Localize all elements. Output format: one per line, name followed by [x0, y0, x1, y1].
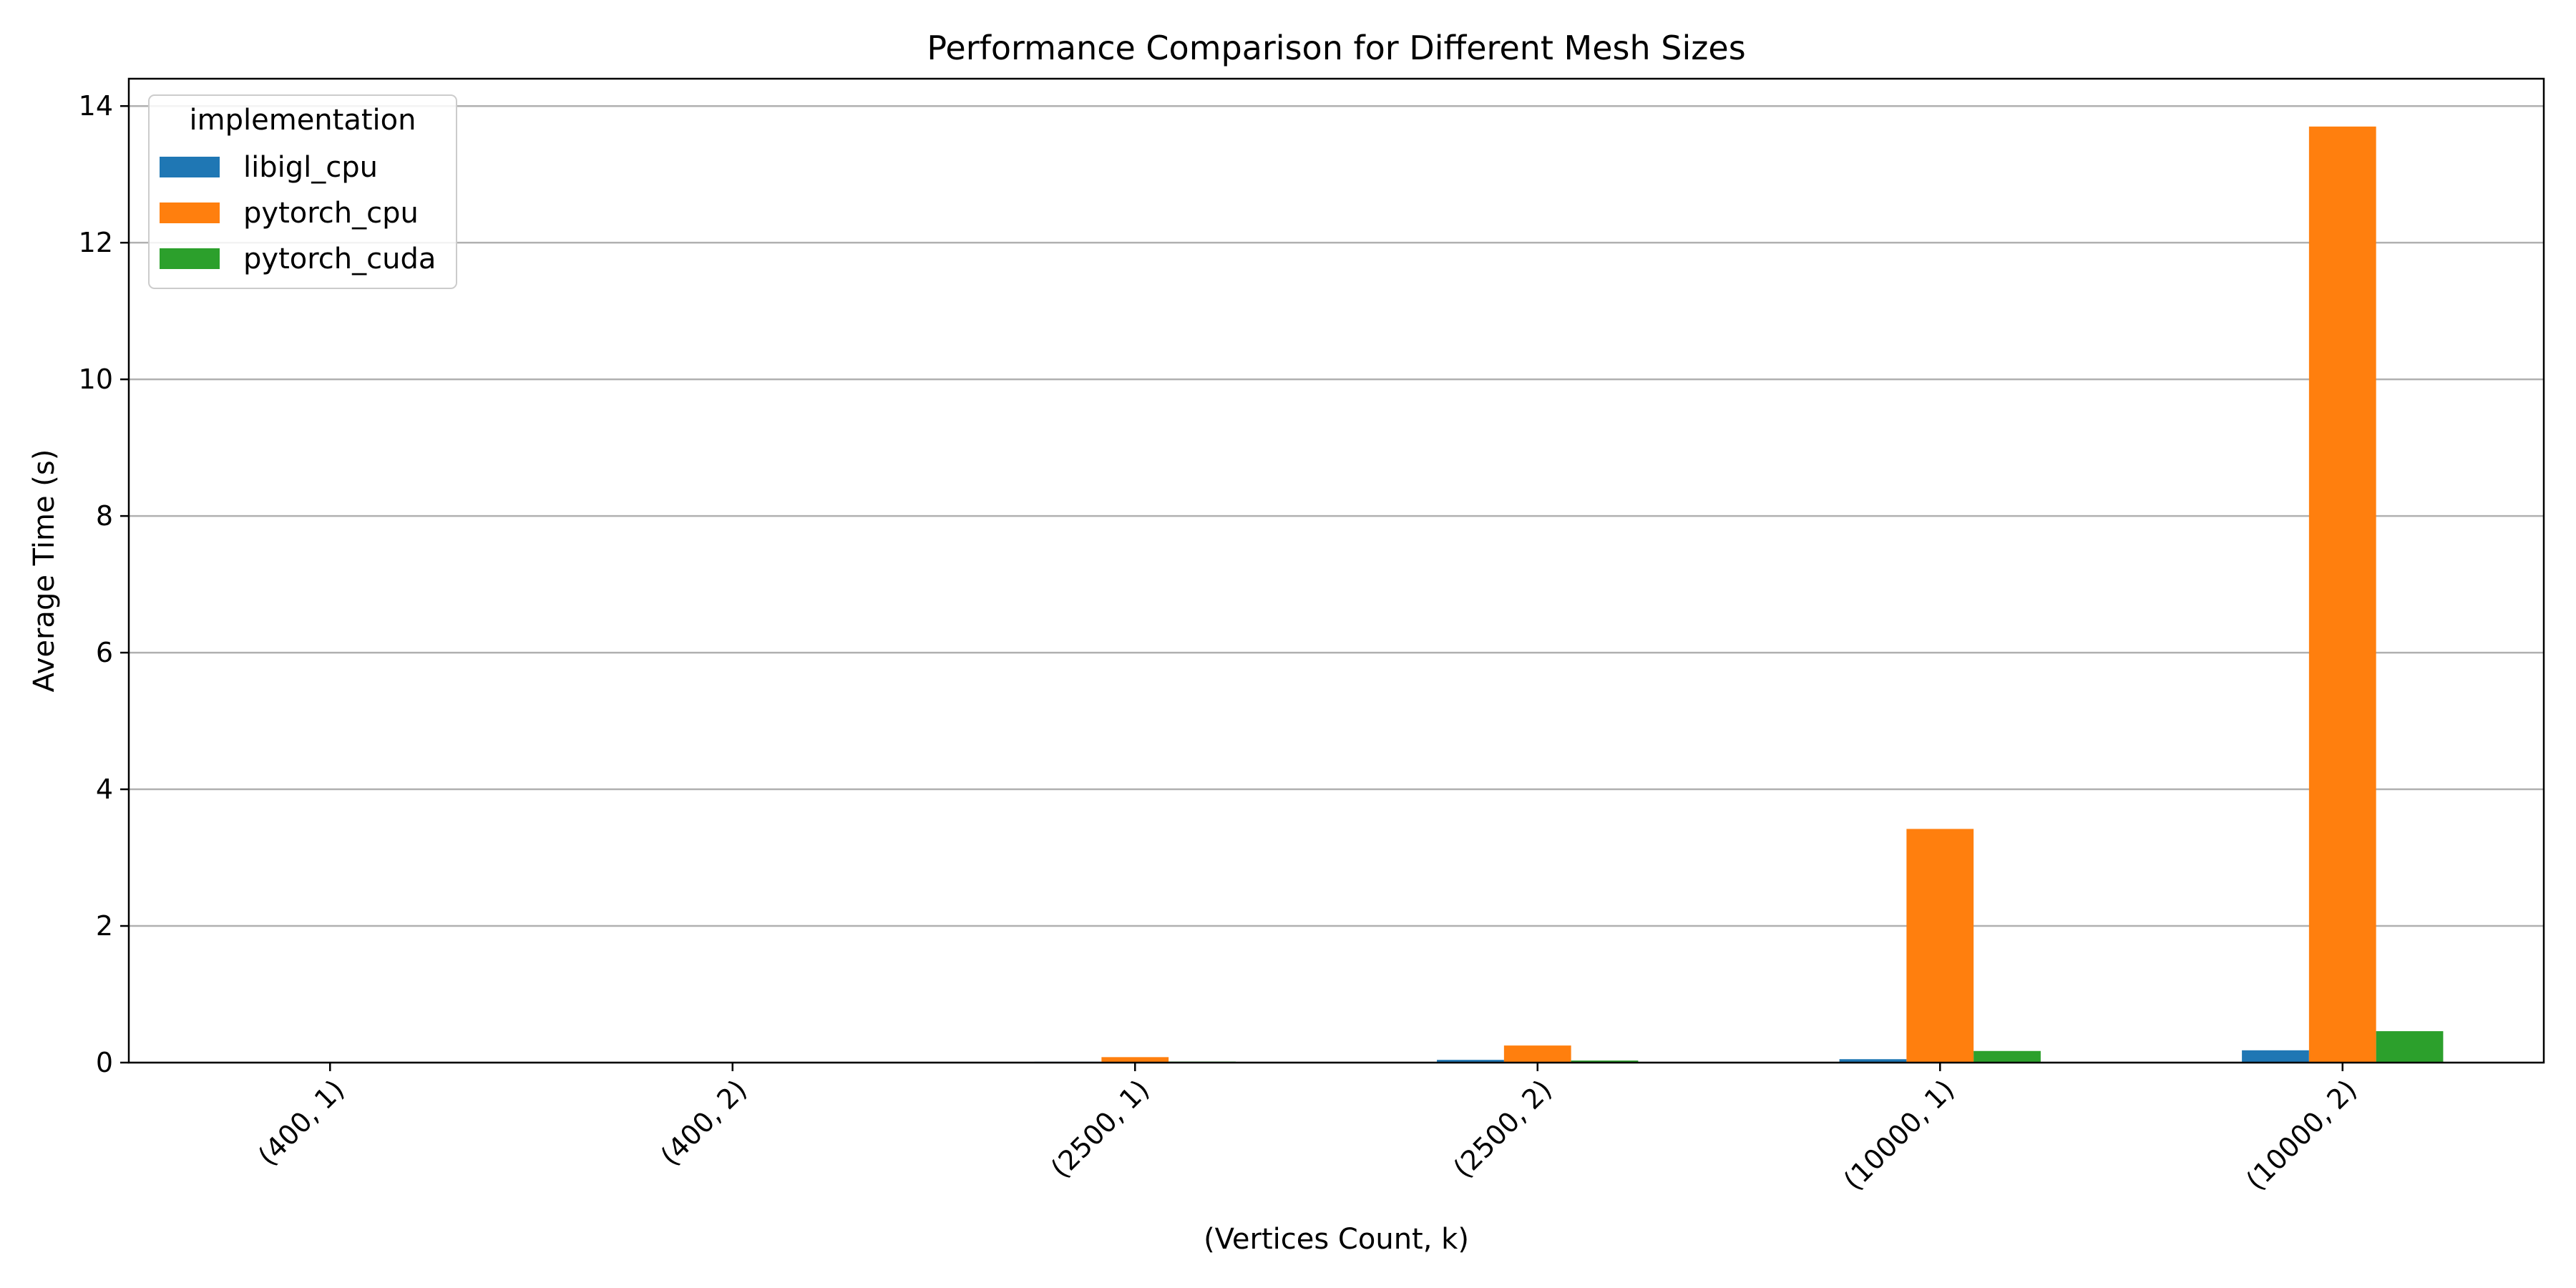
bar-pytorch_cpu	[1101, 1057, 1169, 1063]
legend-title: implementation	[190, 104, 416, 137]
y-tick-label: 8	[96, 500, 113, 532]
legend-label: libigl_cpu	[243, 151, 378, 184]
legend-swatch	[160, 203, 220, 223]
legend-swatch	[160, 157, 220, 177]
bar-libigl_cpu	[1839, 1059, 1907, 1063]
bar-libigl_cpu	[2242, 1050, 2309, 1063]
bars	[229, 126, 2444, 1063]
y-tick-label: 6	[96, 637, 113, 668]
legend: implementation libigl_cpu pytorch_cpupyto…	[148, 94, 457, 289]
bar-pytorch_cuda	[1974, 1050, 2041, 1063]
legend-label: pytorch_cuda	[243, 243, 436, 275]
bar-libigl_cpu	[1437, 1060, 1504, 1063]
legend-items: libigl_cpu pytorch_cpu pytorch_cuda	[160, 151, 436, 275]
bar-pytorch_cuda	[1571, 1060, 1639, 1063]
bar-pytorch_cpu	[1906, 829, 1974, 1063]
y-tick-label: 12	[79, 227, 113, 258]
y-axis-label: Average Time (s)	[28, 449, 61, 693]
y-tick-label: 0	[96, 1047, 113, 1078]
y-tick-label: 10	[79, 364, 113, 395]
bar-pytorch_cpu	[2308, 126, 2376, 1063]
y-axis-ticks: 0 2 4 6 8 10 12 14	[79, 90, 129, 1078]
bar-pytorch_cpu	[1503, 1045, 1571, 1063]
legend-label: pytorch_cpu	[243, 197, 419, 230]
y-tick-label: 2	[96, 910, 113, 942]
x-axis-label: (Vertices Count, k)	[1204, 1223, 1469, 1256]
y-tick-label: 14	[79, 90, 113, 122]
legend-box	[148, 94, 457, 289]
plot-frame	[127, 77, 2545, 1064]
y-tick-label: 4	[96, 774, 113, 805]
legend-swatch	[160, 248, 220, 269]
bar-pytorch_cuda	[2376, 1031, 2444, 1063]
chart-title: Performance Comparison for Different Mes…	[927, 29, 1745, 67]
